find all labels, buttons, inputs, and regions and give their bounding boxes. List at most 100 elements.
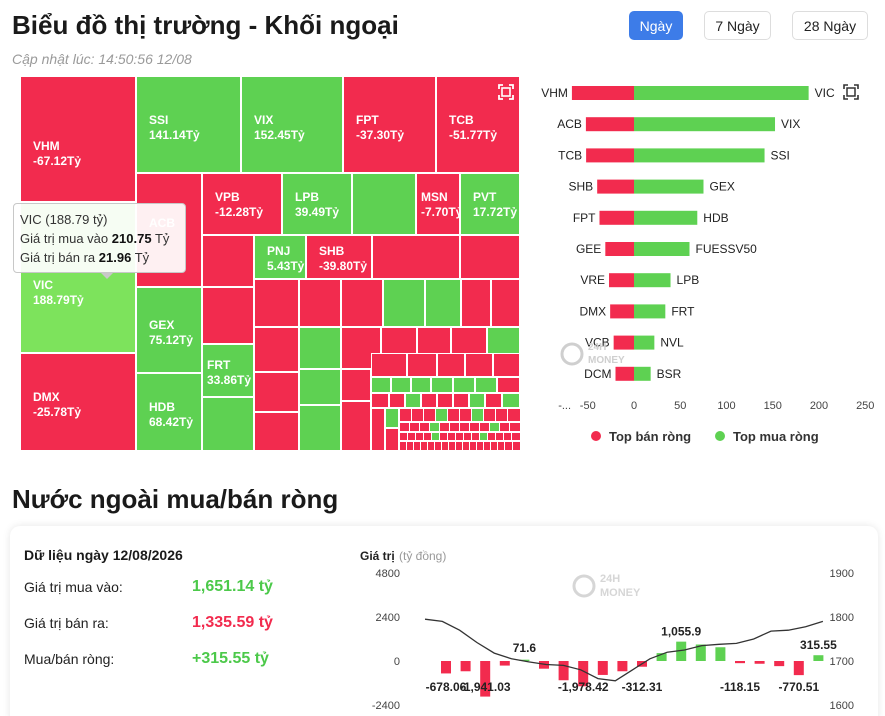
- treemap-cell[interactable]: [202, 397, 254, 451]
- column-data-label: -118.15: [720, 680, 760, 694]
- treemap-cell[interactable]: [254, 372, 299, 412]
- svg-text:MONEY: MONEY: [588, 355, 625, 366]
- treemap-cell[interactable]: [299, 369, 341, 405]
- treemap-cell[interactable]: [497, 377, 520, 393]
- treemap-cell[interactable]: [491, 279, 520, 327]
- treemap-cell[interactable]: [202, 235, 254, 287]
- tab-28-days[interactable]: 28 Ngày: [792, 11, 868, 40]
- treemap-cell[interactable]: [411, 377, 431, 393]
- y-axis-title: Giá trị: [360, 549, 395, 563]
- net-flow-column: [558, 661, 569, 681]
- treemap-cell[interactable]: [254, 327, 299, 372]
- treemap-cell[interactable]: [485, 393, 502, 408]
- sell-bar: [615, 366, 634, 381]
- treemap-cell[interactable]: [371, 377, 391, 393]
- fullscreen-icon[interactable]: [843, 84, 859, 100]
- buy-category-label: FRT: [671, 304, 695, 318]
- index-line: [424, 618, 824, 682]
- treemap-cell[interactable]: [254, 279, 299, 327]
- treemap-cell[interactable]: [465, 353, 493, 377]
- sell-category-label: VCB: [585, 336, 610, 350]
- treemap-cell[interactable]: [460, 235, 520, 279]
- net-flow-column: [460, 661, 471, 672]
- treemap-cell[interactable]: [341, 279, 383, 327]
- treemap-cell[interactable]: [383, 279, 425, 327]
- treemap-cell[interactable]: VIX 152.45Tỷ: [241, 76, 343, 173]
- treemap-cell[interactable]: [469, 393, 485, 408]
- net-flow-column: [519, 659, 530, 661]
- tab-day[interactable]: Ngày: [629, 11, 683, 40]
- x-tick-label: 250: [856, 400, 874, 412]
- treemap-cell[interactable]: [385, 428, 399, 451]
- sell-category-label: SHB: [568, 180, 593, 194]
- y-tick-label: -2400: [372, 700, 400, 712]
- net-flow-time-chart: Giá trị (tỷ đồng) 4800 2400 0 -2400 1900 1800…: [360, 549, 854, 712]
- treemap-cell[interactable]: [372, 235, 460, 279]
- net-flow-column: [754, 661, 765, 664]
- treemap-cell[interactable]: PVT 17.72Tỷ: [460, 173, 520, 235]
- svg-text:24H: 24H: [600, 573, 620, 585]
- treemap-cell[interactable]: [437, 393, 453, 408]
- treemap-cell[interactable]: [453, 377, 475, 393]
- treemap-cell[interactable]: LPB 39.49Tỷ: [282, 173, 352, 235]
- treemap-cell[interactable]: [391, 377, 411, 393]
- sell-bar: [610, 304, 634, 319]
- net-flow-column: [676, 641, 687, 661]
- treemap-cell[interactable]: [453, 393, 469, 408]
- treemap-cell[interactable]: [475, 377, 497, 393]
- treemap-cell[interactable]: [431, 377, 453, 393]
- treemap-cell[interactable]: [425, 279, 461, 327]
- treemap-cell[interactable]: [341, 401, 371, 451]
- treemap-cell[interactable]: FRT 33.86Tỷ: [202, 344, 254, 397]
- treemap-cell[interactable]: [371, 393, 389, 408]
- treemap-cell[interactable]: SHB -39.80Tỷ: [306, 235, 372, 279]
- treemap-cell[interactable]: [509, 422, 520, 432]
- treemap-cell[interactable]: VHM -67.12Tỷ: [20, 76, 136, 202]
- treemap-cell[interactable]: [493, 353, 520, 377]
- treemap-cell[interactable]: [407, 353, 437, 377]
- top-net-flow-bar-chart: VHM VIC ACB VIX TCB SSI SHB GEX FPT HDB GEE FUESSV5…: [541, 84, 874, 444]
- treemap-cell[interactable]: [299, 405, 341, 451]
- treemap-cell[interactable]: [512, 441, 520, 451]
- treemap-cell[interactable]: [299, 327, 341, 369]
- treemap-cell[interactable]: [421, 393, 437, 408]
- tab-7-days[interactable]: 7 Ngày: [704, 11, 771, 40]
- tooltip-title: VIC (188.79 tỷ): [20, 212, 108, 227]
- treemap-cell[interactable]: [389, 393, 405, 408]
- treemap-cell[interactable]: [341, 369, 371, 401]
- svg-text:24H: 24H: [588, 342, 606, 353]
- buy-category-label: VIX: [781, 117, 800, 131]
- net-flow-column: [441, 661, 451, 674]
- treemap-cell[interactable]: [405, 393, 421, 408]
- treemap-cell[interactable]: HDB 68.42Tỷ: [136, 373, 202, 451]
- treemap-cell[interactable]: [352, 173, 416, 235]
- treemap-cell[interactable]: SSI 141.14Tỷ: [136, 76, 241, 173]
- treemap-cell[interactable]: [202, 287, 254, 344]
- treemap-cell[interactable]: PNJ 5.43Tỷ: [254, 235, 306, 279]
- treemap-cell[interactable]: [299, 279, 341, 327]
- sell-bar: [613, 335, 634, 350]
- x-tick-label: -50: [580, 400, 596, 412]
- treemap-cell[interactable]: [254, 412, 299, 451]
- buy-category-label: FUESSV50: [696, 242, 758, 256]
- treemap-cell[interactable]: [371, 353, 407, 377]
- treemap-cell[interactable]: [371, 408, 385, 451]
- buy-bar: [634, 366, 651, 381]
- fullscreen-icon[interactable]: [497, 83, 515, 101]
- treemap-cell[interactable]: [461, 279, 491, 327]
- treemap-cell[interactable]: DMX -25.78Tỷ: [20, 353, 136, 451]
- treemap-cell[interactable]: [511, 432, 520, 441]
- treemap-cell[interactable]: FPT -37.30Tỷ: [343, 76, 436, 173]
- treemap-cell[interactable]: [385, 408, 399, 428]
- treemap-cell[interactable]: VPB -12.28Tỷ: [202, 173, 282, 235]
- treemap-cell[interactable]: [437, 353, 465, 377]
- treemap-cell[interactable]: GEX 75.12Tỷ: [136, 287, 202, 373]
- treemap-cell[interactable]: MSN -7.70Tỷ: [416, 173, 460, 235]
- sell-label: Giá trị bán ra:: [24, 615, 109, 631]
- net-value: +315.55 tỷ: [192, 650, 269, 667]
- treemap-cell[interactable]: [502, 393, 520, 408]
- sell-bar: [605, 242, 634, 256]
- treemap-cell[interactable]: TCB -51.77Tỷ: [436, 76, 520, 173]
- treemap-cell[interactable]: [507, 408, 520, 422]
- sell-category-label: FPT: [573, 211, 596, 225]
